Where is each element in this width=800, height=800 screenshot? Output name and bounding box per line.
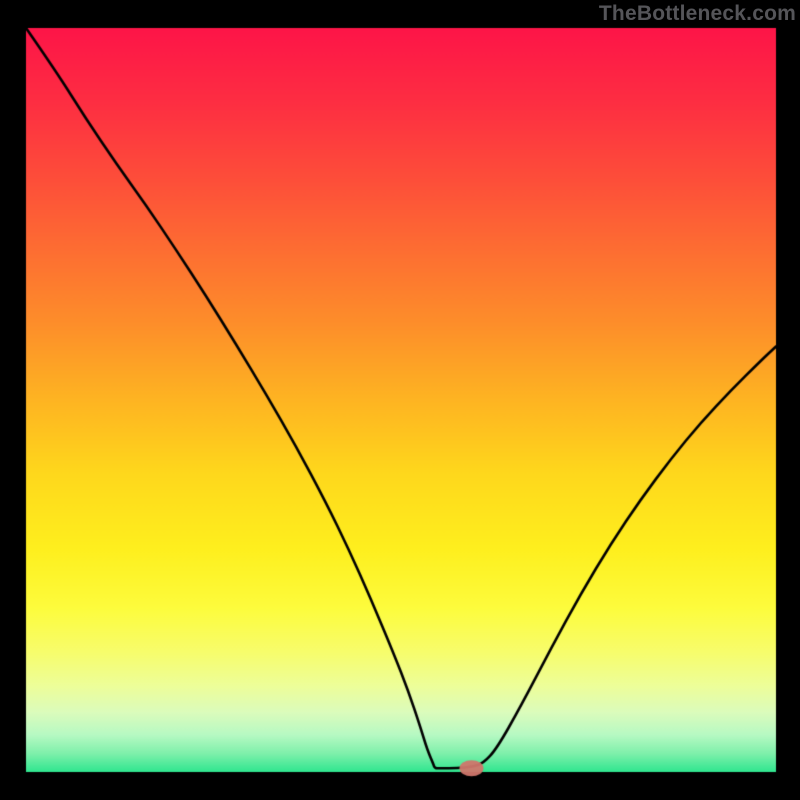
bottleneck-curve-chart	[0, 0, 800, 800]
watermark-label: TheBottleneck.com	[599, 2, 796, 26]
figure-root: TheBottleneck.com	[0, 0, 800, 800]
